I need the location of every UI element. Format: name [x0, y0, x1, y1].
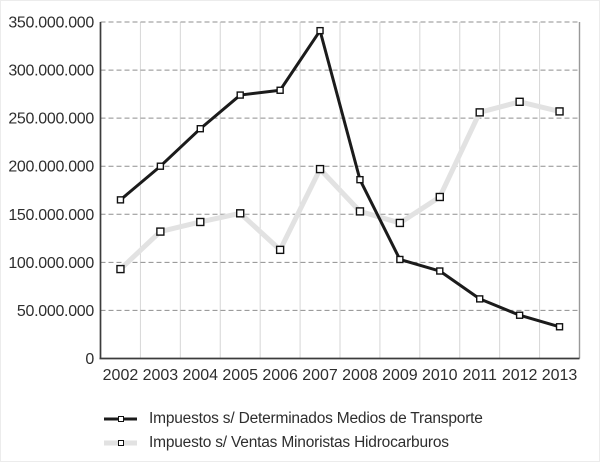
svg-text:2010: 2010: [422, 367, 458, 384]
svg-text:350.000.000: 350.000.000: [8, 15, 94, 32]
svg-text:2007: 2007: [302, 367, 338, 384]
svg-text:2003: 2003: [143, 367, 179, 384]
svg-text:2013: 2013: [542, 367, 578, 384]
svg-text:2004: 2004: [182, 367, 218, 384]
legend-label-ventas-minoristas: Impuesto s/ Ventas Minoristas Hidrocarbu…: [149, 434, 449, 451]
svg-text:250.000.000: 250.000.000: [8, 111, 94, 128]
svg-text:2011: 2011: [463, 367, 498, 384]
legend-item-medios-transporte: Impuestos s/ Determinados Medios de Tran…: [104, 407, 589, 431]
legend-gray-series-icon: [104, 431, 137, 455]
svg-text:150.000.000: 150.000.000: [8, 207, 94, 224]
legend-black-series-icon: [104, 407, 137, 431]
legend-item-ventas-minoristas: Impuesto s/ Ventas Minoristas Hidrocarbu…: [104, 431, 589, 455]
legend-square-marker-icon: [117, 440, 124, 446]
svg-text:2009: 2009: [382, 367, 418, 384]
svg-text:100.000.000: 100.000.000: [8, 255, 94, 272]
svg-text:2002: 2002: [103, 367, 139, 384]
svg-text:50.000.000: 50.000.000: [17, 303, 94, 320]
svg-text:2012: 2012: [502, 367, 538, 384]
svg-text:200.000.000: 200.000.000: [8, 159, 94, 176]
svg-text:2006: 2006: [262, 367, 298, 384]
svg-text:0: 0: [85, 351, 94, 368]
svg-text:300.000.000: 300.000.000: [8, 63, 94, 80]
svg-text:2008: 2008: [342, 367, 378, 384]
line-chart-plot: 0 50.000.000 100.000.000 150.000.000 200.000…: [8, 15, 581, 384]
legend-square-marker-icon: [117, 416, 124, 422]
chart-legend: Impuestos s/ Determinados Medios de Tran…: [104, 407, 589, 455]
legend-label-medios-transporte: Impuestos s/ Determinados Medios de Tran…: [149, 410, 483, 427]
svg-text:2005: 2005: [222, 367, 258, 384]
